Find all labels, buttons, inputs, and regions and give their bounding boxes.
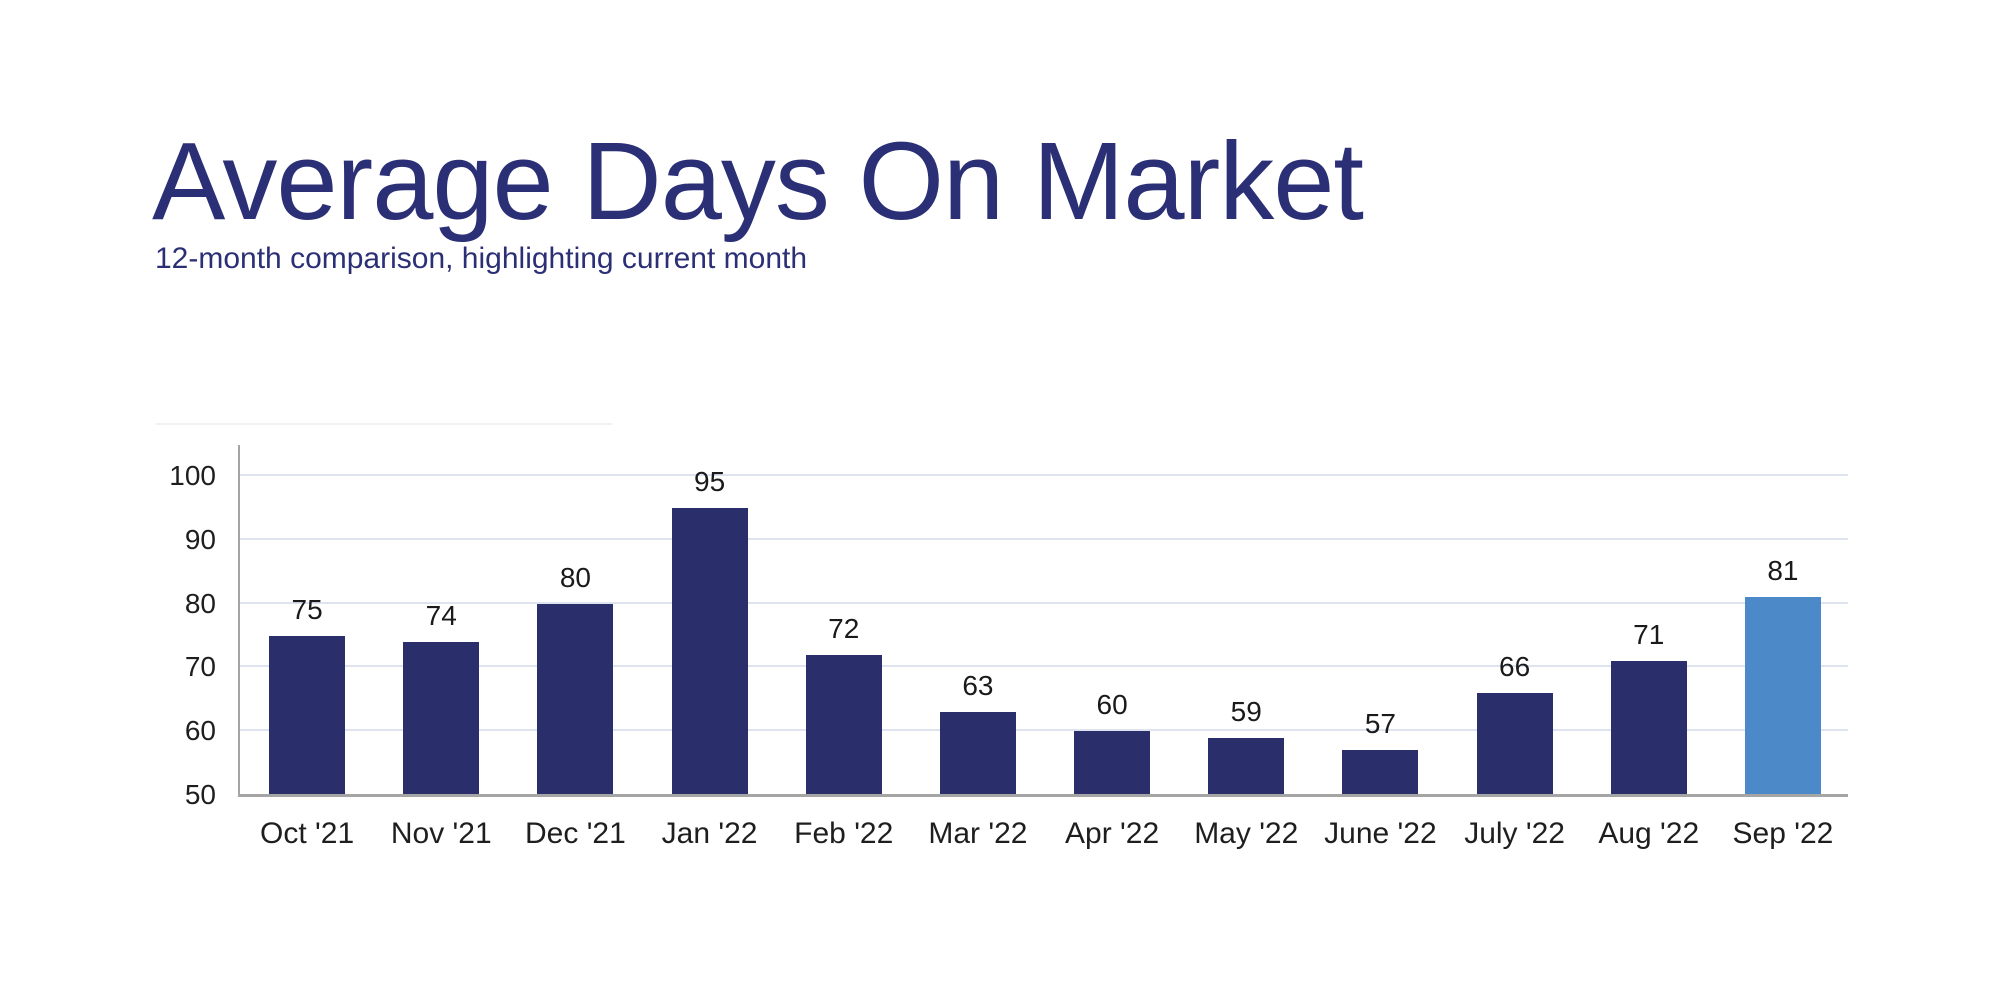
bar-jan-22 [671,507,748,795]
bar-feb-22 [805,654,882,795]
chart-image-edge-artifact [156,423,612,425]
x-axis-label-june-22: June '22 [1324,817,1437,850]
page-subtitle: 12-month comparison, highlighting curren… [155,242,808,275]
gridline-70 [240,665,1848,668]
gridline-90 [240,537,1848,540]
bar-mar-22 [939,712,1016,795]
bar-value-label-jan-22: 95 [694,465,726,497]
bar-aug-22 [1610,661,1687,795]
x-axis-label-dec-21: Dec '21 [525,817,626,850]
x-axis-line [238,794,1848,797]
y-axis-tick-label-100: 100 [169,460,216,491]
bar-value-label-sep-22: 81 [1767,555,1799,587]
y-axis-tick-label-70: 70 [184,651,216,683]
y-axis-tick-label-60: 60 [184,715,216,747]
x-axis-label-mar-22: Mar '22 [928,817,1028,850]
bar-value-label-apr-22: 60 [1096,689,1128,721]
x-axis-label-may-22: May '22 [1194,817,1299,850]
gridline-100 [240,474,1848,476]
bar-sep-22-highlighted [1744,597,1821,795]
bar-value-label-nov-21: 74 [425,599,457,631]
y-axis-tick-label-80: 80 [184,587,216,619]
x-axis-label-aug-22: Aug '22 [1598,817,1700,850]
gridline-60 [240,729,1848,732]
y-axis-tick-label-90: 90 [184,523,216,555]
bar-value-label-june-22: 57 [1364,708,1396,740]
x-axis-label-apr-22: Apr '22 [1065,817,1160,850]
bar-value-label-oct-21: 75 [291,593,323,625]
bar-chart-plot-area: 50 60 70 80 90 100 75 Oct '21 74 Nov '21 80 Dec '21… [169,445,1848,850]
bar-nov-21 [403,641,480,795]
bar-value-label-aug-22: 71 [1633,619,1665,651]
x-axis-label-jan-22: Jan '22 [661,817,758,850]
x-axis-label-oct-21: Oct '21 [260,817,355,850]
bar-june-22 [1342,750,1419,795]
x-axis-label-sep-22: Sep '22 [1732,817,1834,850]
bar-july-22 [1476,692,1553,795]
bar-value-label-july-22: 66 [1499,650,1531,682]
bar-apr-22 [1074,731,1151,795]
x-axis-label-nov-21: Nov '21 [390,817,492,850]
x-axis-label-july-22: July '22 [1464,817,1565,850]
page-title: Average Days On Market [152,120,1364,243]
bar-value-label-dec-21: 80 [559,561,591,593]
bar-value-label-feb-22: 72 [828,612,860,644]
bar-may-22 [1208,737,1285,795]
bar-value-label-may-22: 59 [1230,695,1262,727]
y-axis-tick-label-50: 50 [184,779,216,810]
bar-oct-21 [269,635,346,795]
gridline-80 [240,601,1848,604]
bar-dec-21 [537,603,614,795]
bar-value-label-mar-22: 63 [962,670,994,702]
x-axis-label-feb-22: Feb '22 [794,817,894,850]
